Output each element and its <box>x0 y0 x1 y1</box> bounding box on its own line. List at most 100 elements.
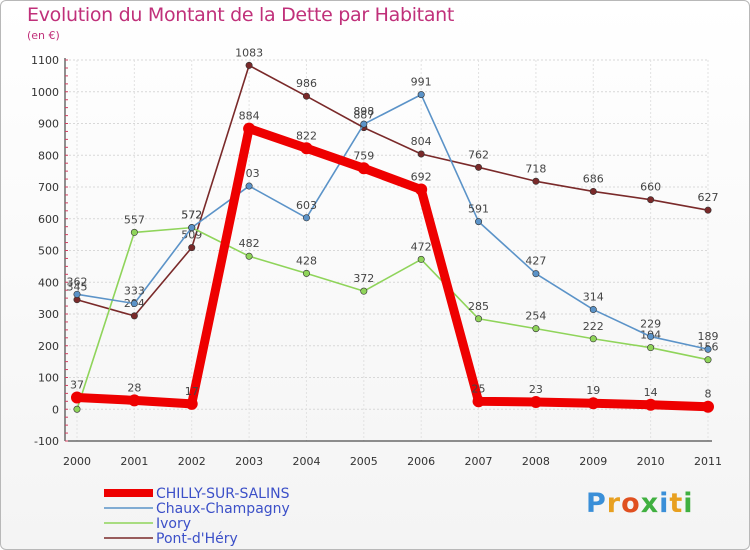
legend-label-0: CHILLY-SUR-SALINS <box>156 486 290 502</box>
series-point-1 <box>475 218 481 224</box>
data-label-3: 804 <box>411 135 432 148</box>
legend-label-1: Chaux-Champagny <box>156 501 290 517</box>
data-label-1: 603 <box>296 199 317 212</box>
series-point-3 <box>418 151 424 157</box>
y-tick-label: 100 <box>38 372 59 385</box>
data-label-2: 222 <box>583 320 604 333</box>
series-point-0 <box>358 162 370 174</box>
logo-letter: P <box>586 488 607 519</box>
data-label-0: 822 <box>296 129 317 142</box>
chart-frame: Evolution du Montant de la Dette par Hab… <box>0 0 750 550</box>
data-label-2: 557 <box>124 213 145 226</box>
series-point-3 <box>475 164 481 170</box>
data-label-0: 14 <box>644 386 658 399</box>
series-point-1 <box>246 183 252 189</box>
data-label-3: 762 <box>468 148 489 161</box>
legend-label-2: Ivory <box>156 516 191 532</box>
y-tick-label: 1000 <box>31 86 59 99</box>
x-tick-label: 2001 <box>120 455 148 468</box>
logo-letter: r <box>607 488 621 519</box>
data-label-0: 17 <box>185 385 199 398</box>
series-point-0 <box>71 392 83 404</box>
y-tick-label: 400 <box>38 276 59 289</box>
y-tick-label: 800 <box>38 149 59 162</box>
data-label-1: 362 <box>67 275 88 288</box>
series-point-2 <box>131 229 137 235</box>
series-point-0 <box>587 397 599 409</box>
data-label-2: 472 <box>411 240 432 253</box>
x-tick-label: 2010 <box>637 455 665 468</box>
data-label-2: 428 <box>296 254 317 267</box>
y-tick-label: 1100 <box>31 54 59 67</box>
data-label-0: 692 <box>411 171 432 184</box>
data-label-0: 23 <box>529 383 543 396</box>
series-point-2 <box>705 357 711 363</box>
x-tick-label: 2008 <box>522 455 550 468</box>
data-label-1: 314 <box>583 291 604 304</box>
x-tick-label: 2000 <box>63 455 91 468</box>
data-label-3: 686 <box>583 172 604 185</box>
x-tick-label: 2011 <box>694 455 722 468</box>
data-label-2: 372 <box>353 272 374 285</box>
data-label-1: 991 <box>411 76 432 89</box>
data-label-0: 25 <box>472 382 486 395</box>
x-tick-label: 2002 <box>178 455 206 468</box>
x-tick-label: 2006 <box>407 455 435 468</box>
y-tick-label: 900 <box>38 118 59 131</box>
x-tick-label: 2007 <box>465 455 493 468</box>
series-point-2 <box>74 406 80 412</box>
data-label-3: 660 <box>640 181 661 194</box>
data-label-1: 427 <box>525 255 546 268</box>
series-point-2 <box>647 344 653 350</box>
data-label-1: 572 <box>181 209 202 222</box>
series-point-0 <box>645 399 657 411</box>
series-point-2 <box>418 256 424 262</box>
series-point-1 <box>705 346 711 352</box>
data-label-1: 189 <box>698 330 719 343</box>
data-label-3: 1083 <box>235 46 263 59</box>
data-label-1: 898 <box>353 105 374 118</box>
logo-letter: o <box>621 488 641 519</box>
x-tick-label: 2003 <box>235 455 263 468</box>
series-point-3 <box>303 93 309 99</box>
series-point-0 <box>415 184 427 196</box>
data-label-3: 718 <box>525 162 546 175</box>
data-label-2: 285 <box>468 300 489 313</box>
series-line-3 <box>77 65 708 316</box>
y-tick-label: 0 <box>52 403 59 416</box>
data-label-0: 28 <box>127 381 141 394</box>
data-label-2: 254 <box>525 310 546 323</box>
series-point-1 <box>418 91 424 97</box>
y-tick-label: 300 <box>38 308 59 321</box>
x-tick-label: 2005 <box>350 455 378 468</box>
series-point-0 <box>530 396 542 408</box>
series-point-2 <box>246 253 252 259</box>
series-point-1 <box>647 333 653 339</box>
series-point-0 <box>243 123 255 135</box>
series-point-1 <box>533 270 539 276</box>
series-line-0 <box>77 129 708 407</box>
series-point-3 <box>131 313 137 319</box>
chart-svg: -100010020030040050060070080090010001100… <box>1 1 750 550</box>
y-tick-label: 500 <box>38 245 59 258</box>
series-point-2 <box>533 325 539 331</box>
data-label-0: 8 <box>705 388 712 401</box>
data-label-0: 759 <box>353 149 374 162</box>
x-tick-label: 2004 <box>292 455 320 468</box>
y-tick-label: 600 <box>38 213 59 226</box>
logo-letter: i <box>659 488 669 519</box>
logo-letter: t <box>669 488 683 519</box>
data-label-1: 591 <box>468 203 489 216</box>
data-label-0: 37 <box>70 379 84 392</box>
series-point-2 <box>361 288 367 294</box>
series-point-0 <box>128 394 140 406</box>
data-label-1: 333 <box>124 285 145 298</box>
x-tick-label: 2009 <box>579 455 607 468</box>
series-point-3 <box>246 62 252 68</box>
series-point-0 <box>702 401 714 413</box>
series-point-2 <box>475 316 481 322</box>
series-line-1 <box>77 95 708 350</box>
series-point-1 <box>590 306 596 312</box>
series-point-1 <box>74 291 80 297</box>
data-label-0: 884 <box>239 110 260 123</box>
